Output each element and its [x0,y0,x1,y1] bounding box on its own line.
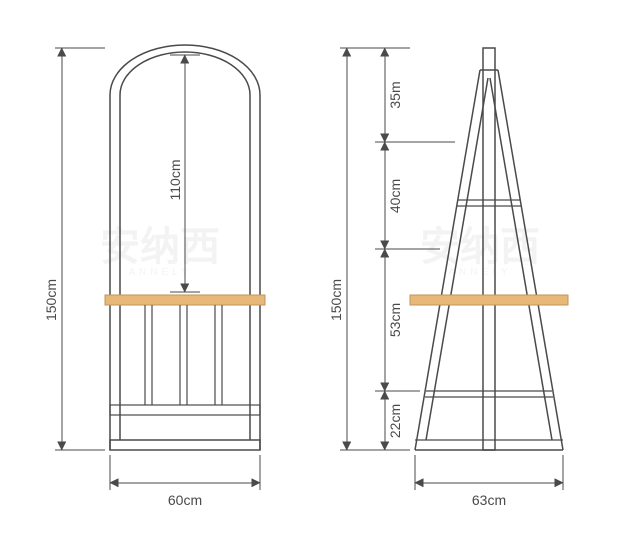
watermark-sub: ANNELY [448,267,511,278]
watermark-left: 安纳西 ANNELY [100,225,220,278]
side-view: 150cm 35m 40cm 53cm 22cm [328,48,568,508]
technical-drawing: 安纳西 ANNELY 安纳西 ANNELY [0,0,639,534]
dim-front-height [55,48,105,450]
dim-side-width [415,455,563,490]
side-lower-stretcher [425,391,553,397]
dim-front-height-label: 150cm [43,279,59,321]
watermark-right: 安纳西 ANNELY [420,225,540,278]
front-foot-bar [110,440,260,450]
dim-side-seg1-label: 35m [387,81,403,108]
dim-side-seg2-label: 40cm [387,179,403,213]
dim-side-width-label: 63cm [472,492,506,508]
front-shelf [105,295,265,305]
dim-front-width [110,455,260,490]
dim-front-width-label: 60cm [168,492,202,508]
watermark-sub: ANNELY [128,267,191,278]
watermark-main: 安纳西 [100,225,220,269]
dim-front-upper-label: 110cm [167,160,183,201]
side-shelf [410,295,568,305]
front-lower-rack [110,305,260,415]
dim-side-seg3-label: 53cm [387,303,403,337]
dim-side-seg4-label: 22cm [387,404,403,438]
dim-side-height-label: 150cm [328,279,344,321]
